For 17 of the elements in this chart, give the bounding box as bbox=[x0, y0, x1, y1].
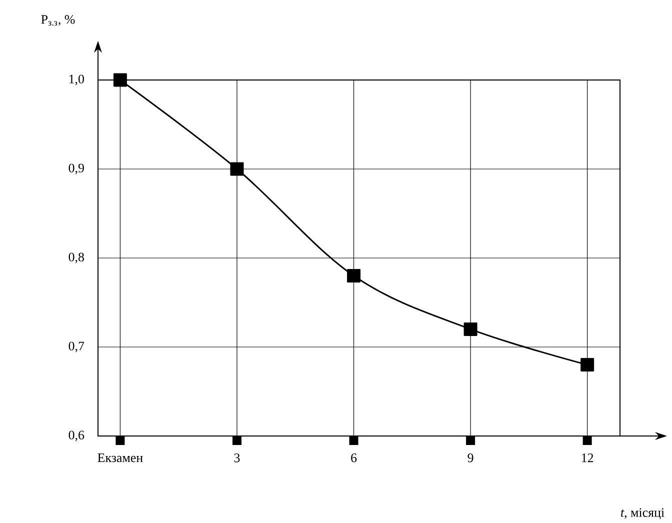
x-axis-title: t, місяці bbox=[621, 508, 664, 520]
x-tick-label: 6 bbox=[351, 454, 357, 462]
point bbox=[113, 73, 127, 87]
y-tick-label: 1,0 bbox=[69, 74, 84, 86]
x-tick-label: 12 bbox=[582, 454, 594, 462]
y-tick-label: 0,6 bbox=[68, 430, 84, 442]
point bbox=[464, 322, 478, 336]
point bbox=[580, 358, 594, 372]
y-tick-label: 0,9 bbox=[68, 164, 84, 174]
point bbox=[230, 162, 244, 176]
x-tick-label: 9 bbox=[468, 454, 474, 462]
point bbox=[347, 269, 360, 283]
x-tick-label: 3 bbox=[234, 454, 240, 462]
y-tick-label: 0,8 bbox=[68, 252, 84, 264]
y-tick-label: 0,7 bbox=[68, 342, 84, 352]
y-axis-title: P$_{з.з}$, % bbox=[41, 15, 75, 26]
x-tick-label: Екзамен bbox=[98, 454, 143, 462]
